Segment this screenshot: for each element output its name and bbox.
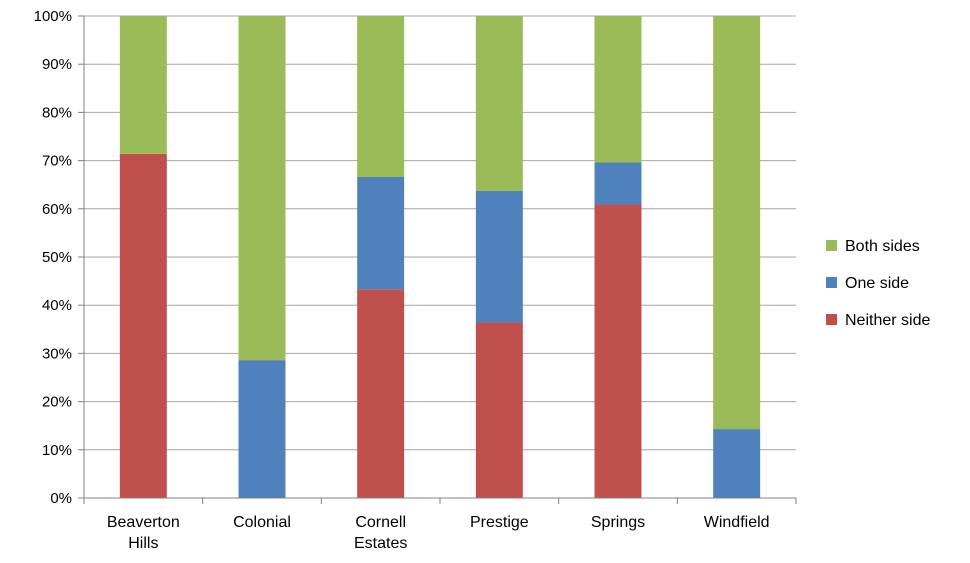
legend-label: One side bbox=[845, 275, 909, 292]
bar-segment bbox=[119, 16, 167, 154]
bar-segment bbox=[357, 16, 405, 177]
y-tick-label: 50% bbox=[42, 249, 72, 266]
x-category-label: Windfield bbox=[704, 514, 770, 531]
axes bbox=[83, 16, 797, 504]
x-category-label: Springs bbox=[591, 514, 645, 531]
y-tick-label: 40% bbox=[42, 297, 72, 314]
legend-swatch bbox=[826, 277, 837, 288]
x-category-label: Colonial bbox=[233, 514, 291, 531]
x-category-label: Cornell Estates bbox=[354, 514, 407, 552]
gridlines bbox=[78, 15, 796, 499]
y-tick-label: 20% bbox=[42, 394, 72, 411]
bar-segment bbox=[475, 190, 523, 323]
bar-segment bbox=[357, 176, 405, 290]
y-tick-label: 80% bbox=[42, 104, 72, 121]
y-tick-label: 10% bbox=[42, 442, 72, 459]
legend-swatch bbox=[826, 314, 837, 325]
bar-segment bbox=[475, 16, 523, 191]
y-tick-label: 60% bbox=[42, 201, 72, 218]
bar-segment bbox=[119, 153, 167, 499]
y-tick-label: 90% bbox=[42, 56, 72, 73]
bar-segment bbox=[594, 204, 642, 498]
legend-label: Both sides bbox=[845, 238, 920, 255]
y-tick-labels: 0% 10% 20% 30% 40% 50% 60% 70% 80% 90% 100% bbox=[34, 8, 72, 507]
bar-segment bbox=[594, 162, 642, 205]
legend-swatch bbox=[826, 240, 837, 251]
y-tick-label: 30% bbox=[42, 345, 72, 362]
x-category-label: Beaverton Hills bbox=[107, 514, 180, 552]
x-category-label: Prestige bbox=[470, 514, 529, 531]
bars bbox=[119, 16, 761, 499]
bar-segment bbox=[475, 322, 523, 498]
bar-segment bbox=[713, 16, 761, 430]
y-tick-label: 70% bbox=[42, 153, 72, 170]
bar-segment bbox=[238, 360, 286, 498]
legend: Both sides One side Neither side bbox=[826, 238, 930, 329]
y-tick-label: 0% bbox=[50, 490, 72, 507]
y-tick-label: 100% bbox=[34, 8, 72, 25]
x-category-labels: Beaverton Hills Colonial Cornell Estates Pres… bbox=[107, 514, 770, 552]
legend-label: Neither side bbox=[845, 312, 930, 329]
bar-segment bbox=[594, 16, 642, 163]
bar-segment bbox=[713, 429, 761, 498]
bar-segment bbox=[357, 289, 405, 498]
bar-segment bbox=[238, 16, 286, 361]
